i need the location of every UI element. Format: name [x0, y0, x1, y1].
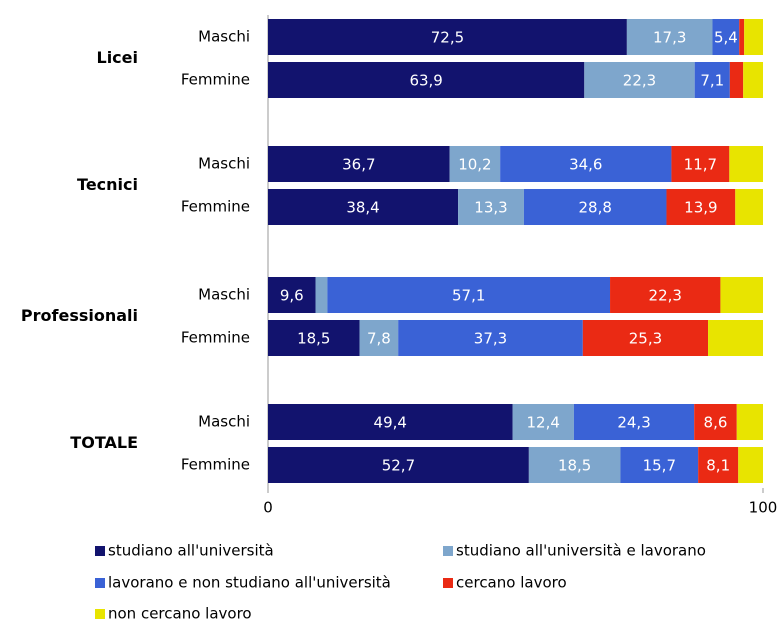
category-label: Maschi — [198, 28, 250, 46]
value-label: 34,6 — [569, 156, 602, 174]
bar-segment — [268, 62, 585, 98]
value-label: 37,3 — [474, 330, 507, 348]
value-label: 7,8 — [367, 330, 391, 348]
value-label: 12,4 — [527, 414, 560, 432]
bar-segment — [458, 189, 524, 225]
bar-segment — [528, 447, 621, 483]
category-label: Maschi — [198, 286, 250, 304]
legend-label: non cercano lavoro — [108, 605, 252, 623]
bar-segment — [398, 320, 583, 356]
group-label: Licei — [97, 48, 139, 67]
bar-segment — [359, 320, 399, 356]
value-label: 52,7 — [382, 457, 415, 475]
bar-segment — [671, 146, 730, 182]
value-label: 10,2 — [458, 156, 491, 174]
value-label: 18,5 — [297, 330, 330, 348]
value-label: 17,3 — [653, 29, 686, 47]
value-label: 36,7 — [342, 156, 375, 174]
bar-segment — [620, 447, 699, 483]
value-label: 7,1 — [700, 72, 724, 90]
bar-segment — [736, 404, 763, 440]
x-tick-label: 0 — [263, 499, 273, 517]
bar-segment — [738, 447, 763, 483]
x-tick-label: 100 — [749, 499, 777, 517]
bar-segment — [743, 62, 763, 98]
value-label: 49,4 — [374, 414, 407, 432]
value-label: 25,3 — [629, 330, 662, 348]
category-label: Femmine — [181, 198, 250, 216]
category-label: Femmine — [181, 71, 250, 89]
bar-segment — [327, 277, 611, 313]
bar-segment — [315, 277, 328, 313]
value-label: 15,7 — [643, 457, 676, 475]
legend-marker — [95, 578, 105, 588]
bar-segment — [708, 320, 763, 356]
value-label: 22,3 — [649, 287, 682, 305]
legend-label: cercano lavoro — [456, 574, 567, 592]
bar-segment — [268, 189, 459, 225]
bar-segment — [582, 320, 709, 356]
group-label: TOTALE — [70, 433, 138, 452]
value-label: 9,6 — [280, 287, 304, 305]
group-label: Professionali — [21, 306, 138, 325]
value-label: 11,7 — [684, 156, 717, 174]
bar-segment — [610, 277, 721, 313]
bar-segment — [573, 404, 695, 440]
category-label: Femmine — [181, 456, 250, 474]
legend-label: studiano all'università — [108, 542, 274, 560]
bar-segment — [694, 62, 730, 98]
value-label: 38,4 — [346, 199, 379, 217]
value-label: 5,4 — [714, 29, 738, 47]
value-label: 28,8 — [578, 199, 611, 217]
value-label: 13,9 — [684, 199, 717, 217]
value-label: 24,3 — [617, 414, 650, 432]
bar-segment — [729, 62, 744, 98]
bar-segment — [739, 19, 745, 55]
legend-label: studiano all'università e lavorano — [456, 542, 706, 560]
bar-segment — [512, 404, 574, 440]
value-label: 63,9 — [409, 72, 442, 90]
legend-marker — [443, 546, 453, 556]
category-label: Maschi — [198, 155, 250, 173]
bar-segment — [698, 447, 739, 483]
legend-marker — [95, 546, 105, 556]
value-label: 8,6 — [704, 414, 728, 432]
bar-segment — [268, 19, 627, 55]
bar-segment — [268, 146, 450, 182]
value-label: 18,5 — [558, 457, 591, 475]
category-label: Femmine — [181, 329, 250, 347]
value-label: 8,1 — [706, 457, 730, 475]
legend-marker — [443, 578, 453, 588]
bar-segment — [268, 277, 316, 313]
category-label: Maschi — [198, 413, 250, 431]
bar-segment — [268, 320, 360, 356]
value-label: 72,5 — [431, 29, 464, 47]
bar-segment — [584, 62, 695, 98]
bar-segment — [268, 404, 513, 440]
bar-segment — [735, 189, 763, 225]
group-label: Tecnici — [77, 175, 138, 194]
bar-segment — [449, 146, 501, 182]
value-label: 22,3 — [623, 72, 656, 90]
bar-segment — [744, 19, 763, 55]
bar-segment — [694, 404, 737, 440]
bar-segment — [626, 19, 713, 55]
bar-segment — [500, 146, 672, 182]
bar-segment — [523, 189, 667, 225]
legend-label: lavorano e non studiano all'università — [108, 574, 391, 592]
bar-segment — [712, 19, 740, 55]
bar-segment — [268, 447, 529, 483]
bar-segment — [720, 277, 763, 313]
value-label: 13,3 — [474, 199, 507, 217]
legend-marker — [95, 609, 105, 619]
value-label: 57,1 — [452, 287, 485, 305]
bar-segment — [729, 146, 763, 182]
bar-segment — [666, 189, 736, 225]
